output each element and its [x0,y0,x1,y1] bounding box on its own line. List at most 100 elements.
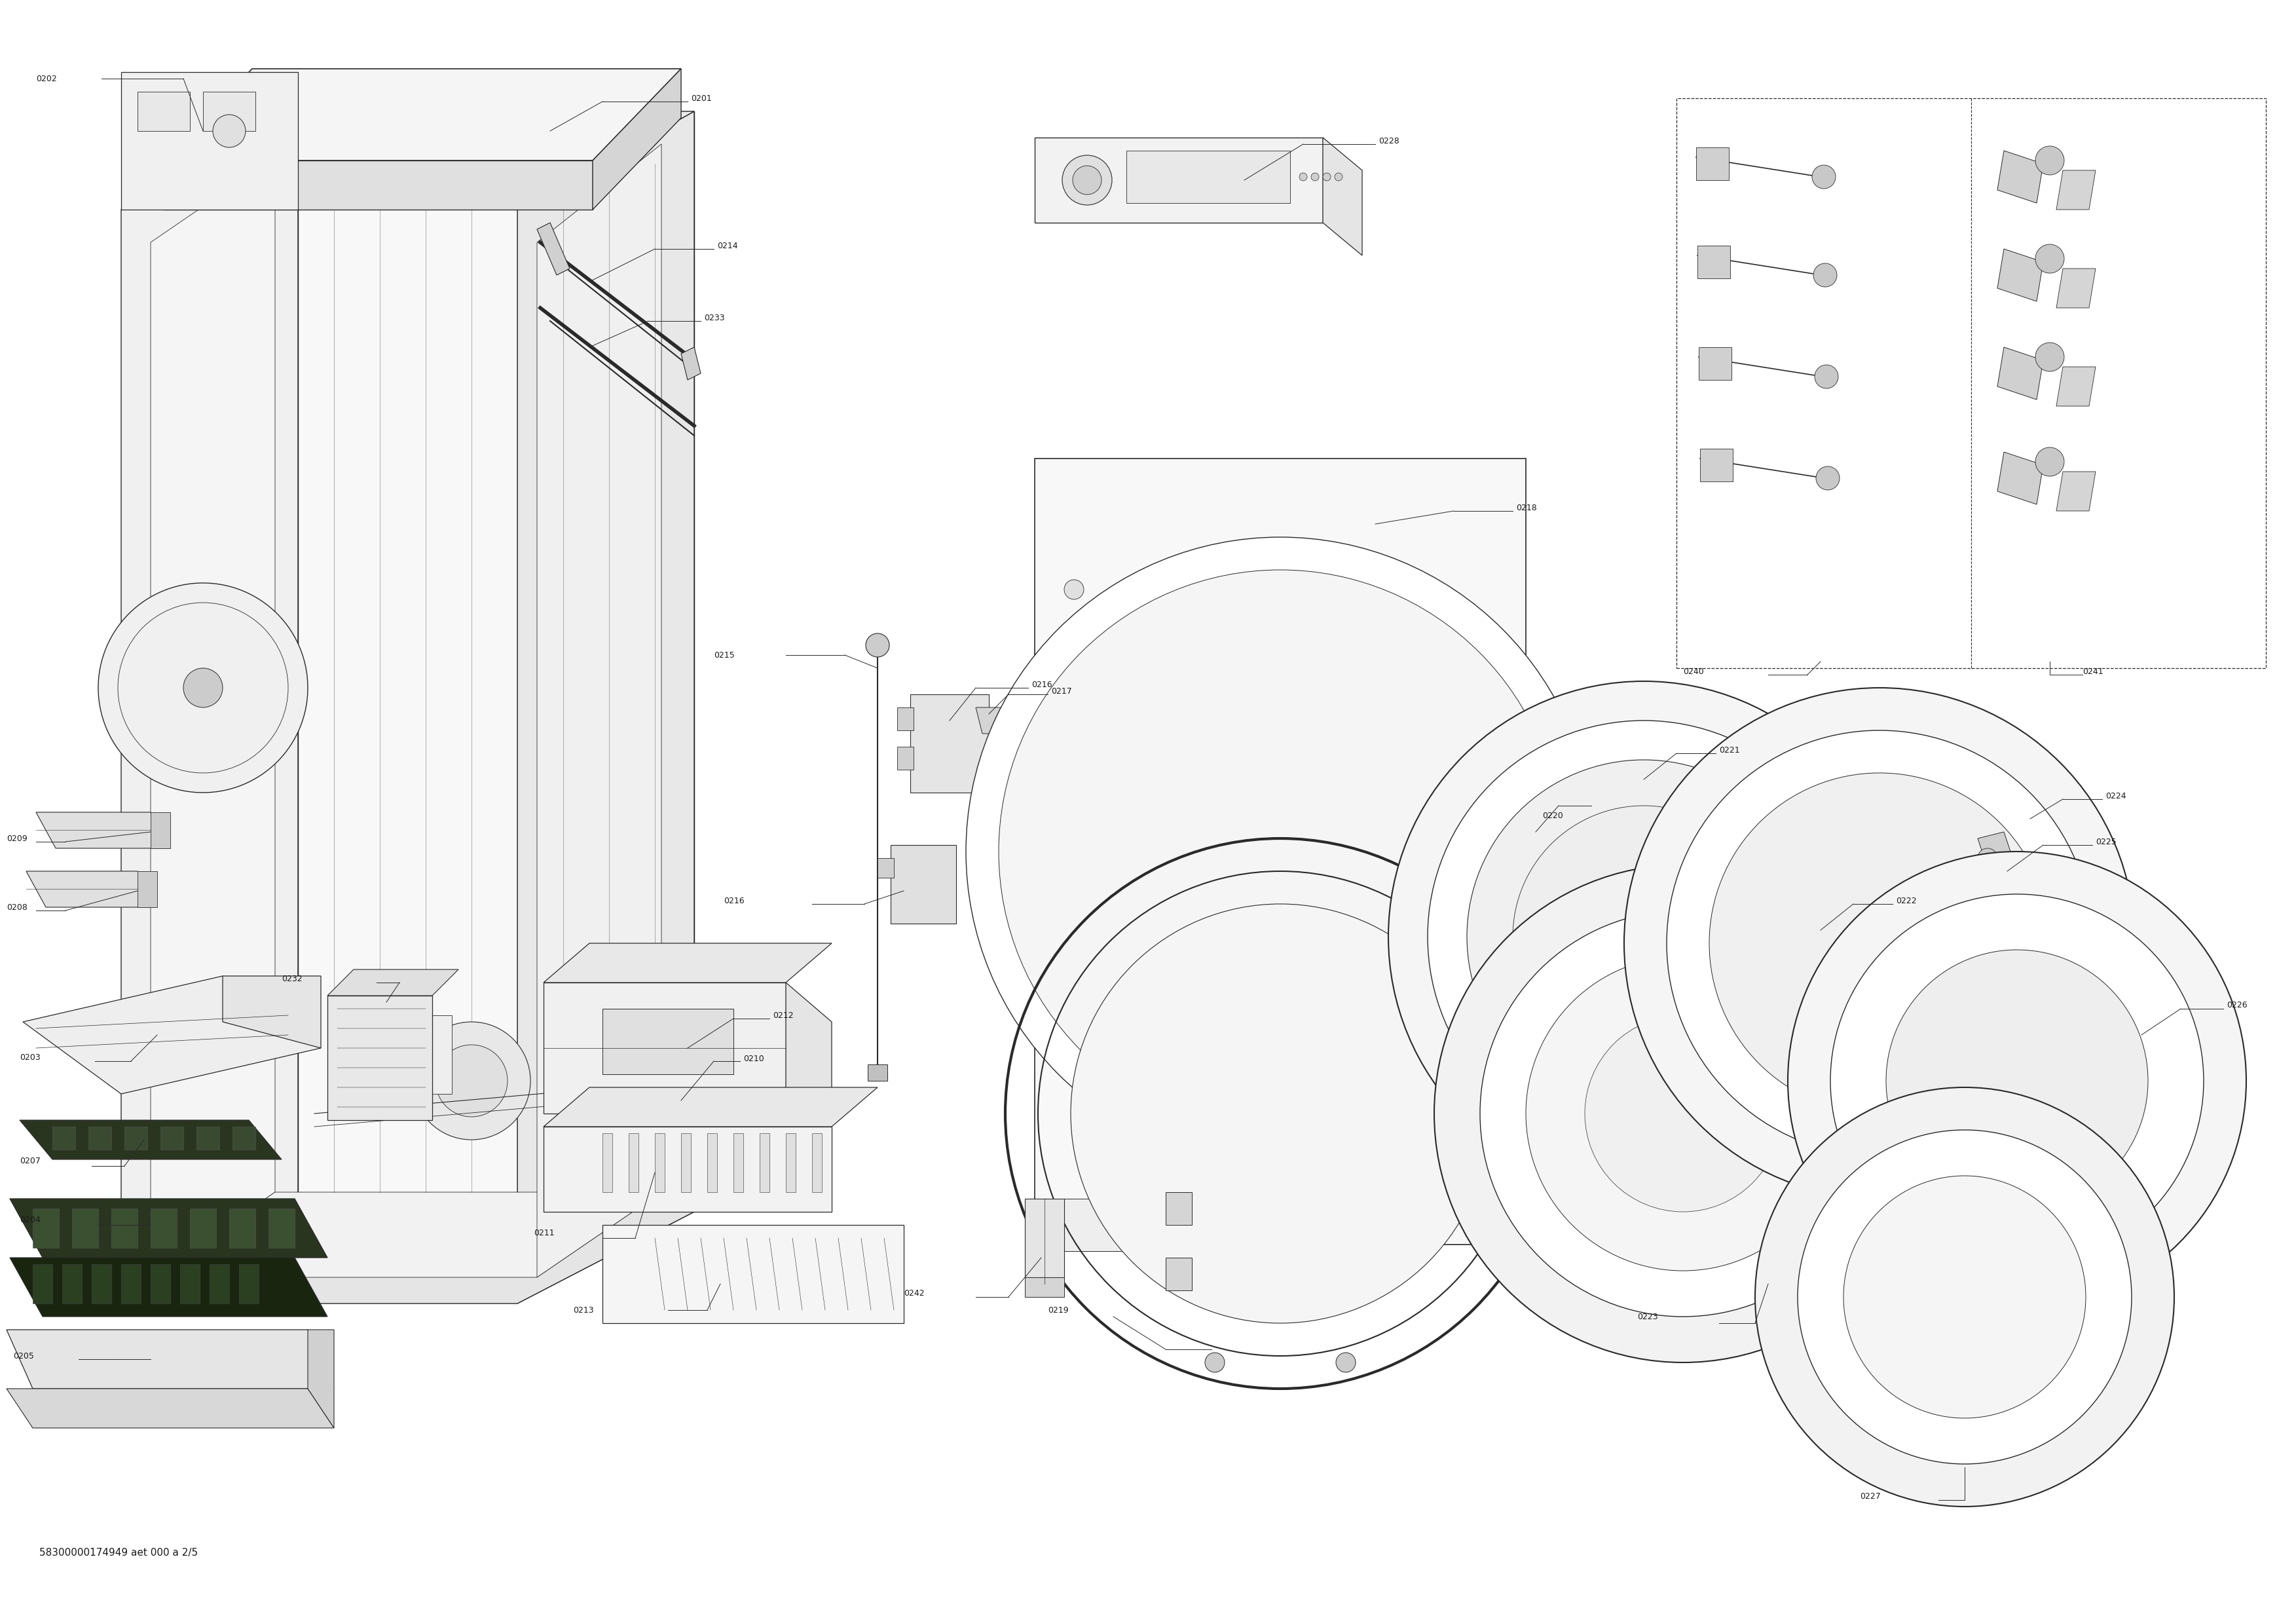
Bar [1024,1277,1063,1298]
Polygon shape [152,1193,661,1277]
Circle shape [999,570,1561,1133]
Polygon shape [1998,150,2043,203]
Circle shape [1584,1015,1782,1212]
Text: 0216: 0216 [1031,679,1052,689]
Polygon shape [21,1120,282,1159]
Circle shape [1322,173,1332,181]
Polygon shape [209,1264,230,1304]
Circle shape [1300,173,1306,181]
Bar [328,996,432,1120]
Text: 0219: 0219 [1047,1306,1068,1314]
Circle shape [1070,904,1490,1323]
Text: 0210: 0210 [744,1056,765,1064]
Polygon shape [602,1225,905,1323]
Text: 0221: 0221 [1720,746,1740,754]
Circle shape [1844,1175,2085,1419]
Polygon shape [537,144,661,1277]
Polygon shape [1699,347,1731,379]
Circle shape [379,1035,432,1088]
Circle shape [99,583,308,792]
Text: 0211: 0211 [533,1230,553,1238]
Circle shape [1885,949,2149,1212]
Polygon shape [122,73,298,210]
Text: 0240: 0240 [1683,667,1704,676]
Circle shape [1816,466,1839,491]
Polygon shape [1699,449,1733,481]
Polygon shape [32,1209,60,1248]
Circle shape [1977,849,1998,868]
Text: 0204: 0204 [21,1215,41,1225]
Polygon shape [544,1127,831,1212]
Polygon shape [544,1088,877,1127]
Polygon shape [53,1127,76,1149]
Polygon shape [1697,147,1729,181]
Polygon shape [191,1209,216,1248]
Text: 0241: 0241 [2082,667,2103,676]
Circle shape [2034,147,2064,174]
Polygon shape [308,1330,333,1428]
Bar [1035,1199,1166,1251]
Text: 0208: 0208 [7,902,28,912]
Circle shape [1623,688,2135,1199]
Circle shape [1389,681,1899,1193]
Polygon shape [1998,347,2043,400]
Bar [629,1133,638,1193]
Polygon shape [544,983,785,1114]
Text: 0220: 0220 [1543,812,1564,820]
Polygon shape [517,111,693,1304]
Circle shape [866,633,889,657]
Circle shape [1435,865,1931,1362]
Circle shape [1812,165,1835,189]
Polygon shape [239,1264,259,1304]
Circle shape [1428,720,1860,1152]
Text: 0201: 0201 [691,94,712,103]
Polygon shape [152,1264,170,1304]
Circle shape [184,668,223,707]
Polygon shape [32,1264,53,1304]
Text: 0224: 0224 [2105,791,2126,801]
Circle shape [1467,760,1821,1114]
Text: 0232: 0232 [282,975,303,983]
Text: 0214: 0214 [716,242,737,250]
Text: 0233: 0233 [705,313,726,321]
Text: 0205: 0205 [14,1351,34,1361]
Circle shape [1798,1130,2131,1464]
Circle shape [1334,173,1343,181]
Circle shape [1754,1088,2174,1506]
Polygon shape [90,1127,110,1149]
Circle shape [2034,244,2064,273]
Polygon shape [122,1212,693,1304]
Polygon shape [122,1264,140,1304]
Polygon shape [785,983,831,1152]
Bar [1024,1199,1063,1277]
Polygon shape [2057,171,2096,210]
Bar [1676,98,2266,668]
Text: 0217: 0217 [1052,688,1072,696]
Bar [602,1009,732,1075]
Polygon shape [544,943,831,983]
Polygon shape [1322,137,1362,255]
Circle shape [1573,794,1589,810]
Bar [354,1015,452,1094]
Circle shape [666,1049,689,1073]
Bar [891,846,955,923]
Polygon shape [37,812,170,849]
Polygon shape [138,872,156,907]
Polygon shape [110,1209,138,1248]
Polygon shape [25,872,156,907]
Bar [909,694,990,792]
Polygon shape [1998,452,2043,504]
Polygon shape [152,157,276,1277]
Text: 0226: 0226 [2227,1001,2248,1010]
Polygon shape [1998,249,2043,302]
Polygon shape [537,223,569,274]
Polygon shape [163,160,592,210]
Polygon shape [223,976,321,1047]
Text: 0242: 0242 [905,1290,925,1298]
Polygon shape [152,812,170,849]
Circle shape [1336,1353,1355,1372]
Circle shape [1708,773,2050,1114]
Circle shape [436,1044,507,1117]
Polygon shape [2057,366,2096,407]
Polygon shape [1697,245,1731,278]
